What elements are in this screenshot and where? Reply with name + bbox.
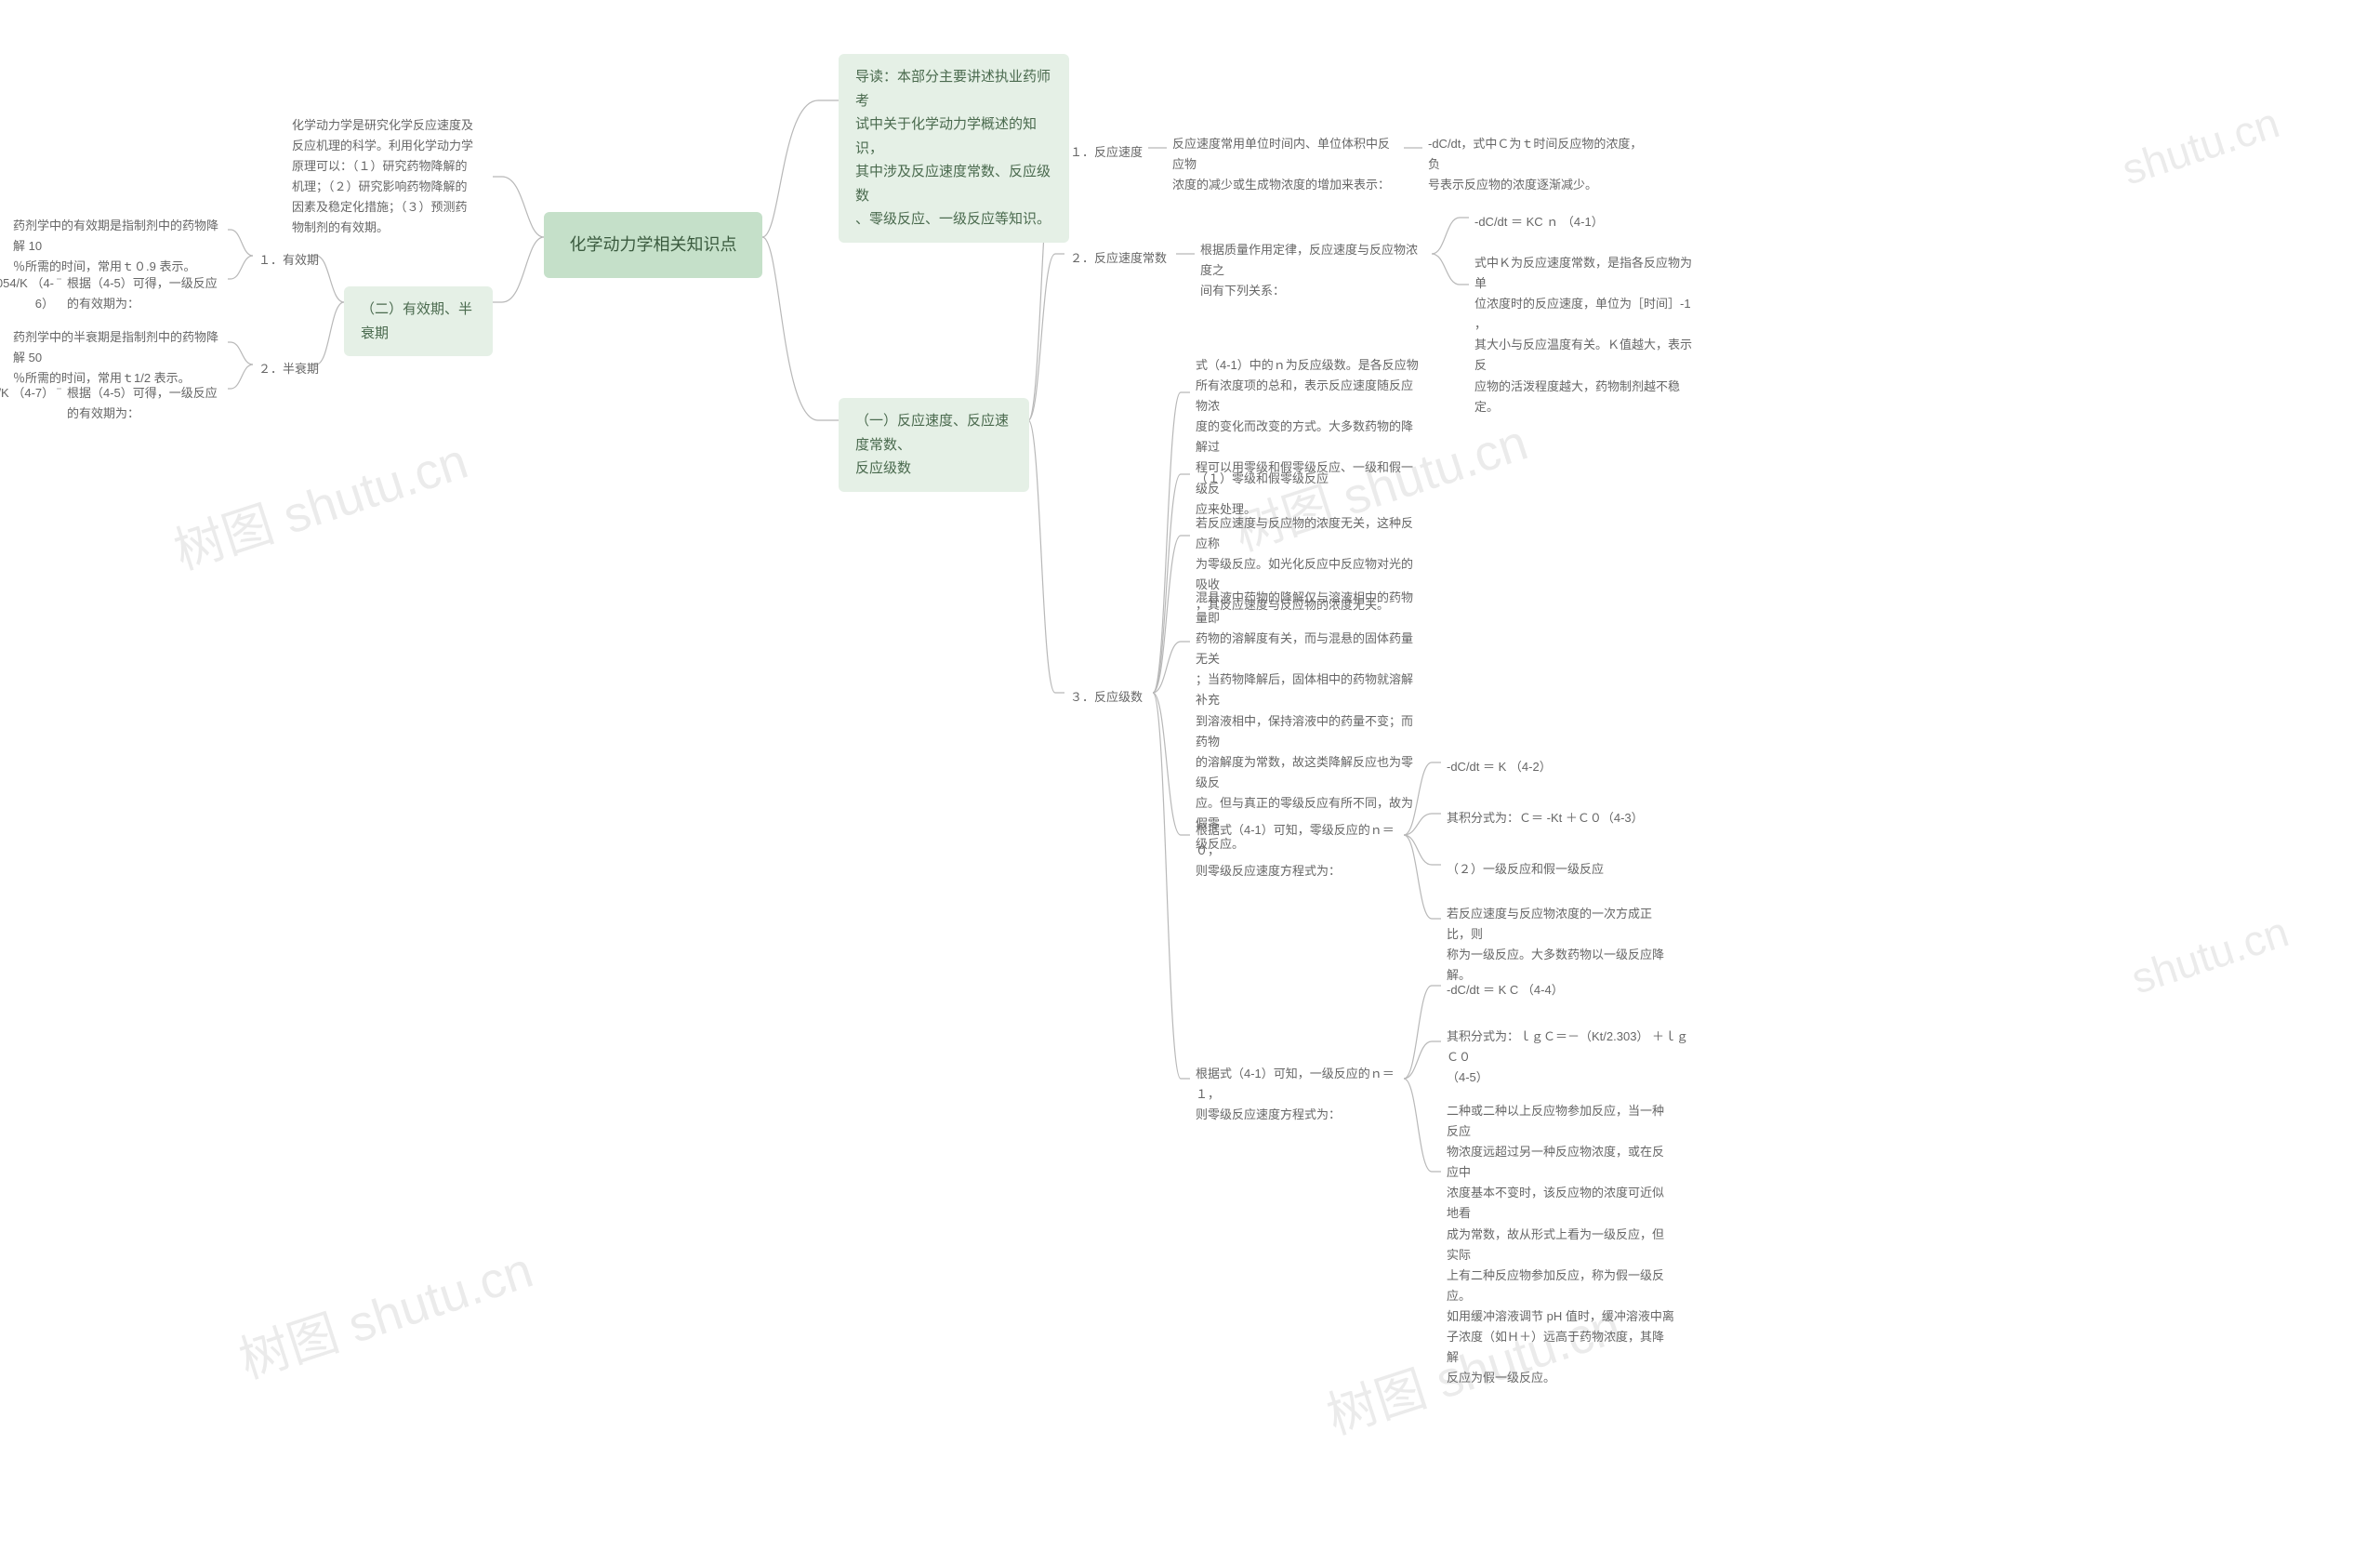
r3-f2: 其积分式为：ｌｇＣ＝－（Kt/2.303） ＋ｌｇＣ０ （4-5）	[1441, 1023, 1701, 1092]
r2-desc: 根据质量作用定律，反应速度与反应物浓度之 间有下列关系：	[1195, 236, 1432, 305]
left-l2-sub: 根据（4-5）可得，一级反应的有效期为：	[61, 379, 231, 428]
watermark: 树图 shutu.cn	[229, 1228, 541, 1392]
diagram-canvas: 树图 shutu.cn 树图 shutu.cn 树图 shutu.cn 树图 s…	[0, 0, 2380, 1564]
r2-label: ２．反应速度常数	[1064, 245, 1172, 272]
r3-e1: -dC/dt ＝ K （4-2）	[1441, 753, 1627, 781]
r3-e3: （２）一级反应和假一级反应	[1441, 855, 1646, 883]
left-l1-label: １．有效期	[253, 246, 324, 274]
intro-left: 化学动力学是研究化学反应速度及 反应机理的科学。利用化学动力学 原理可以：（１）…	[286, 112, 493, 243]
watermark: 树图 shutu.cn	[164, 419, 476, 583]
intro-top: 导读：本部分主要讲述执业药师考 试中关于化学动力学概述的知识， 其中涉及反应速度…	[839, 54, 1069, 243]
r2-eq2: 式中Ｋ为反应速度常数，是指各反应物为单 位浓度时的反应速度，单位为［时间］-1 …	[1469, 249, 1701, 421]
r1-eq: -dC/dt，式中Ｃ为ｔ时间反应物的浓度，负 号表示反应物的浓度逐渐减少。	[1422, 130, 1655, 199]
watermark: shutu.cn	[2125, 906, 2294, 1003]
r3-f-head: 根据式（4-1）可知，一级反应的ｎ＝１， 则零级反应速度方程式为：	[1190, 1060, 1404, 1129]
r3-e2: 其积分式为：Ｃ＝ -Kt ＋Ｃ０（4-3）	[1441, 804, 1673, 832]
watermark: shutu.cn	[2116, 97, 2285, 194]
r1-label: １．反应速度	[1064, 139, 1148, 166]
left-l2-label: ２．半衰期	[253, 355, 324, 383]
r2-eq1: -dC/dt ＝ KC ｎ （4-1）	[1469, 208, 1646, 236]
r3-f1: -dC/dt ＝ K C （4-4）	[1441, 976, 1627, 1004]
root-node: 化学动力学相关知识点	[544, 212, 762, 278]
section-right: （一）反应速度、反应速度常数、 反应级数	[839, 398, 1029, 492]
left-l2-eq: ｔ 1/2 ＝ 0.693/K （4-7）	[0, 379, 60, 407]
r3-f3: 二种或二种以上反应物参加反应，当一种反应 物浓度远超过另一种反应物浓度，或在反应…	[1441, 1097, 1681, 1392]
left-l1-sub: 根据（4-5）可得，一级反应的有效期为：	[61, 270, 231, 318]
left-l1-eq: ｔ０.9 ＝ 0.1054/K （4-6）	[0, 270, 60, 318]
section-left: （二）有效期、半衰期	[344, 286, 493, 356]
r3-b: （１）零级和假零级反应	[1190, 465, 1376, 493]
r1-desc: 反应速度常用单位时间内、单位体积中反应物 浓度的减少或生成物浓度的增加来表示：	[1167, 130, 1404, 199]
r3-a: 式（4-1）中的ｎ为反应级数。是各反应物 所有浓度项的总和，表示反应速度随反应物…	[1190, 351, 1427, 524]
r3-label: ３．反应级数	[1064, 683, 1148, 711]
r3-e-head: 根据式（4-1）可知，零级反应的ｎ＝０， 则零级反应速度方程式为：	[1190, 816, 1404, 885]
